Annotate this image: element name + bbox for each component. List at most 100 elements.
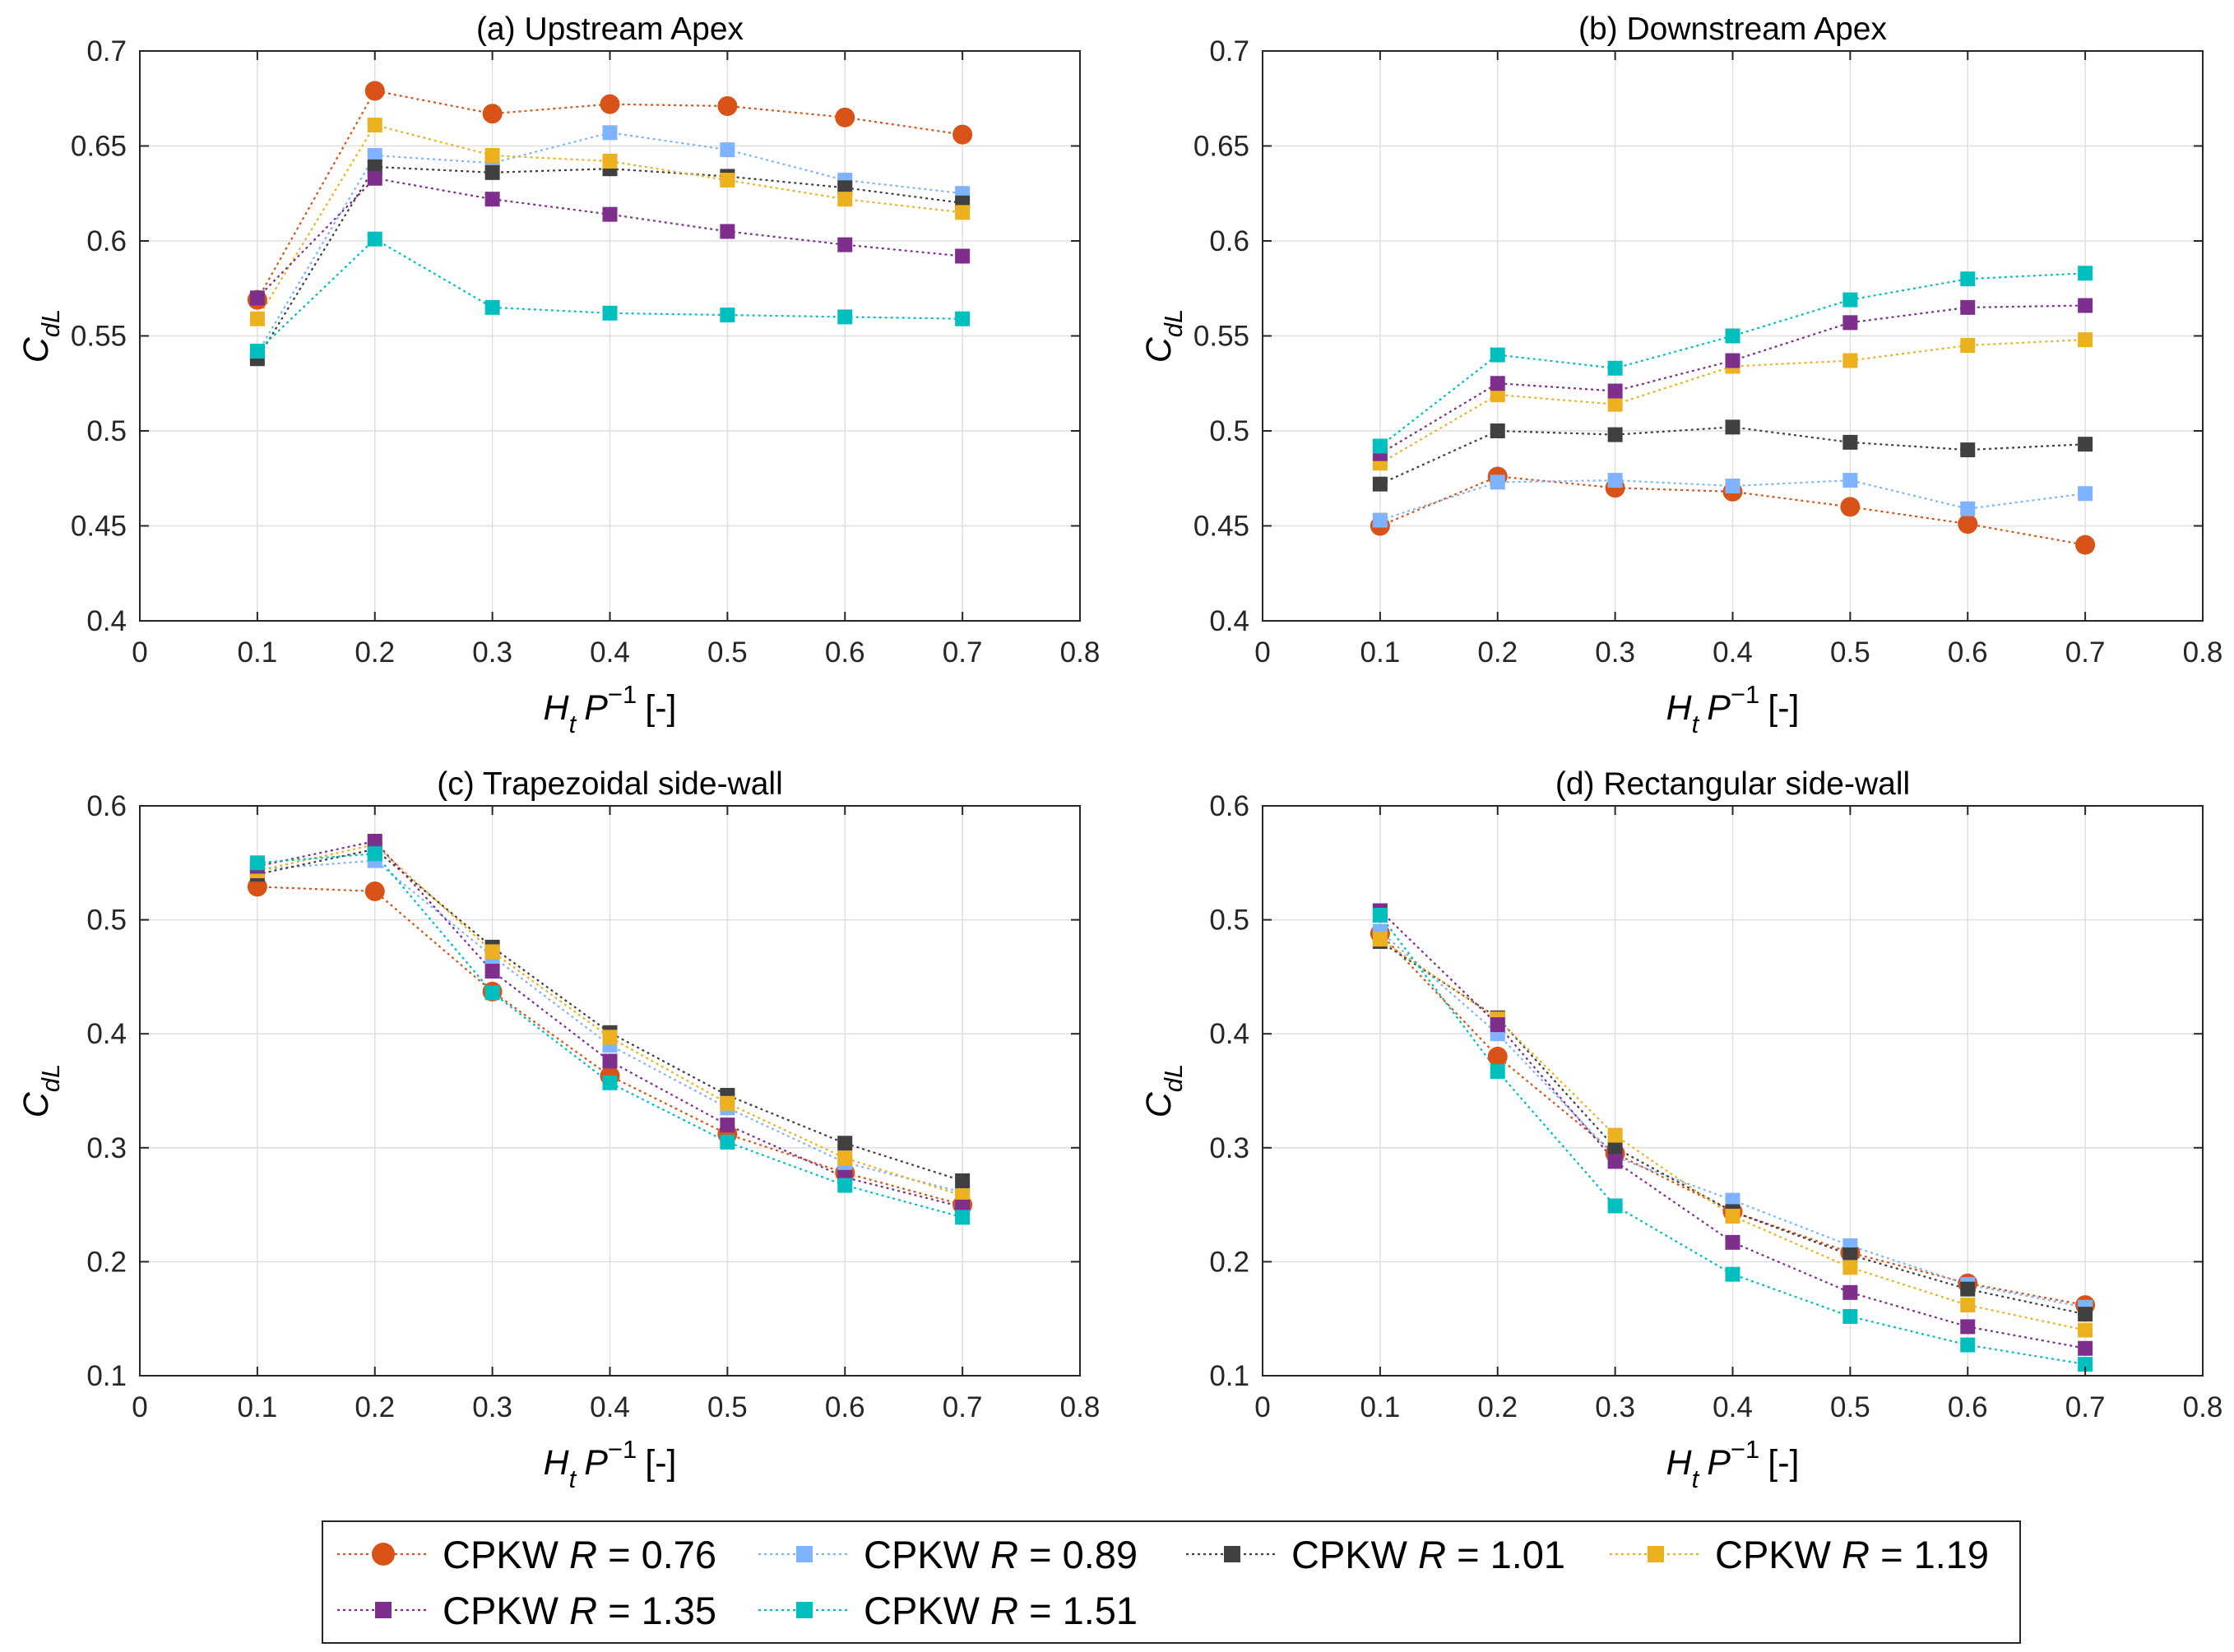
data-point bbox=[1960, 299, 1976, 315]
data-point bbox=[602, 305, 618, 321]
legend-entry: CPKW R = 0.76 bbox=[337, 1533, 716, 1576]
data-point bbox=[1842, 1260, 1858, 1275]
x-tick-label: 0 bbox=[132, 636, 147, 669]
legend-marker bbox=[796, 1602, 813, 1618]
data-point bbox=[1842, 473, 1858, 488]
y-tick-label: 0.5 bbox=[86, 905, 127, 937]
x-axis-label: Ht P−1 [-] bbox=[1666, 1435, 1800, 1493]
data-point bbox=[1842, 292, 1858, 308]
data-point bbox=[2078, 1340, 2093, 1356]
x-tick-label: 0.2 bbox=[355, 1391, 395, 1423]
x-tick-label: 0.2 bbox=[1477, 1391, 1518, 1423]
data-point bbox=[484, 192, 500, 207]
x-tick-label: 0.5 bbox=[1830, 1391, 1870, 1423]
data-point bbox=[955, 1188, 971, 1204]
data-point bbox=[1960, 1281, 1976, 1297]
data-point bbox=[484, 944, 500, 960]
legend-label: CPKW R = 1.01 bbox=[1291, 1533, 1565, 1576]
data-point bbox=[2078, 1357, 2093, 1372]
data-point bbox=[484, 985, 500, 1001]
y-tick-label: 0.6 bbox=[1209, 790, 1249, 822]
y-axis-label: CdL bbox=[1139, 309, 1188, 363]
x-tick-label: 0 bbox=[132, 1391, 147, 1423]
data-point bbox=[367, 118, 382, 133]
y-tick-label: 0.5 bbox=[1209, 415, 1249, 447]
chart-panel-0: 0 0.1 0.2 0.3 0.4 0.5 0.6 0.7 0.8 0.4 0.45 0.5 0.55 0… bbox=[16, 12, 1100, 738]
x-tick-label: 0.2 bbox=[355, 636, 395, 669]
data-point bbox=[367, 846, 382, 862]
legend-box bbox=[322, 1520, 2021, 1644]
data-point bbox=[1490, 387, 1505, 403]
y-tick-label: 0.7 bbox=[86, 35, 127, 67]
y-axis-label: CdL bbox=[16, 1064, 65, 1118]
data-point bbox=[2078, 298, 2093, 313]
data-point bbox=[1607, 1154, 1623, 1169]
data-point bbox=[837, 237, 853, 252]
data-point bbox=[484, 148, 500, 164]
data-point bbox=[720, 224, 735, 239]
data-point bbox=[1607, 396, 1623, 412]
x-tick-label: 0.5 bbox=[707, 1391, 748, 1423]
data-point bbox=[1607, 360, 1623, 376]
legend-entry: CPKW R = 0.89 bbox=[758, 1533, 1138, 1576]
data-point bbox=[1960, 1319, 1976, 1335]
data-point bbox=[367, 170, 382, 186]
data-point bbox=[837, 192, 853, 207]
y-tick-label: 0.2 bbox=[1209, 1246, 1249, 1278]
x-tick-label: 0.3 bbox=[1595, 1391, 1635, 1423]
data-point bbox=[1960, 271, 1976, 287]
y-tick-label: 0.45 bbox=[1193, 511, 1249, 543]
data-point bbox=[249, 343, 265, 359]
x-axis-label: Ht P−1 [-] bbox=[544, 1435, 677, 1493]
data-point bbox=[2078, 1307, 2093, 1322]
data-point bbox=[1607, 427, 1623, 442]
panel-title: (d) Rectangular side-wall bbox=[1555, 766, 1910, 802]
y-tick-label: 0.7 bbox=[1209, 35, 1249, 67]
data-point bbox=[1490, 423, 1505, 438]
x-tick-label: 0.5 bbox=[707, 636, 748, 669]
x-tick-label: 0.8 bbox=[1060, 1391, 1101, 1423]
y-tick-label: 0.65 bbox=[71, 131, 127, 163]
data-point bbox=[367, 148, 382, 164]
chart-panel-2: 0 0.1 0.2 0.3 0.4 0.5 0.6 0.7 0.80.10.20.30.40.5… bbox=[16, 766, 1100, 1493]
data-point bbox=[602, 1075, 618, 1090]
legend-entry: CPKW R = 1.01 bbox=[1186, 1533, 1565, 1576]
x-tick-label: 0.2 bbox=[1477, 636, 1518, 669]
data-point bbox=[1725, 1234, 1740, 1250]
y-tick-label: 0.1 bbox=[1209, 1360, 1249, 1392]
y-axis-label: CdL bbox=[1139, 1064, 1188, 1118]
data-point bbox=[837, 1178, 853, 1193]
y-tick-label: 0.3 bbox=[1209, 1132, 1249, 1164]
y-tick-label: 0.6 bbox=[86, 790, 127, 822]
data-point bbox=[1372, 438, 1388, 454]
x-tick-label: 0.4 bbox=[590, 636, 630, 669]
y-tick-label: 0.4 bbox=[86, 605, 127, 637]
data-point bbox=[1607, 383, 1623, 399]
data-point bbox=[1372, 512, 1388, 528]
legend-entry: CPKW R = 1.51 bbox=[758, 1589, 1138, 1632]
data-point bbox=[955, 205, 971, 220]
data-point bbox=[1372, 932, 1388, 947]
x-tick-label: 0.1 bbox=[238, 1391, 278, 1423]
y-tick-label: 0.3 bbox=[86, 1132, 127, 1164]
y-tick-label: 0.45 bbox=[71, 511, 127, 543]
legend-label: CPKW R = 1.35 bbox=[443, 1589, 716, 1632]
data-point bbox=[484, 299, 500, 315]
data-point bbox=[1842, 1284, 1858, 1300]
legend-marker bbox=[1224, 1546, 1240, 1562]
x-tick-label: 0.8 bbox=[2183, 636, 2223, 669]
data-point bbox=[1372, 908, 1388, 923]
x-tick-label: 0.6 bbox=[1948, 1391, 1988, 1423]
data-point bbox=[2078, 332, 2093, 348]
data-point bbox=[720, 308, 735, 323]
panel-title: (b) Downstream Apex bbox=[1578, 12, 1887, 47]
y-tick-label: 0.55 bbox=[71, 321, 127, 353]
x-tick-label: 0.1 bbox=[1360, 1391, 1401, 1423]
data-point bbox=[602, 1030, 618, 1045]
x-tick-label: 0.1 bbox=[238, 636, 278, 669]
data-point bbox=[1490, 1063, 1505, 1079]
data-point bbox=[249, 855, 265, 871]
data-point bbox=[1842, 1247, 1858, 1263]
data-point bbox=[1960, 501, 1976, 516]
legend-label: CPKW R = 1.51 bbox=[864, 1589, 1138, 1632]
